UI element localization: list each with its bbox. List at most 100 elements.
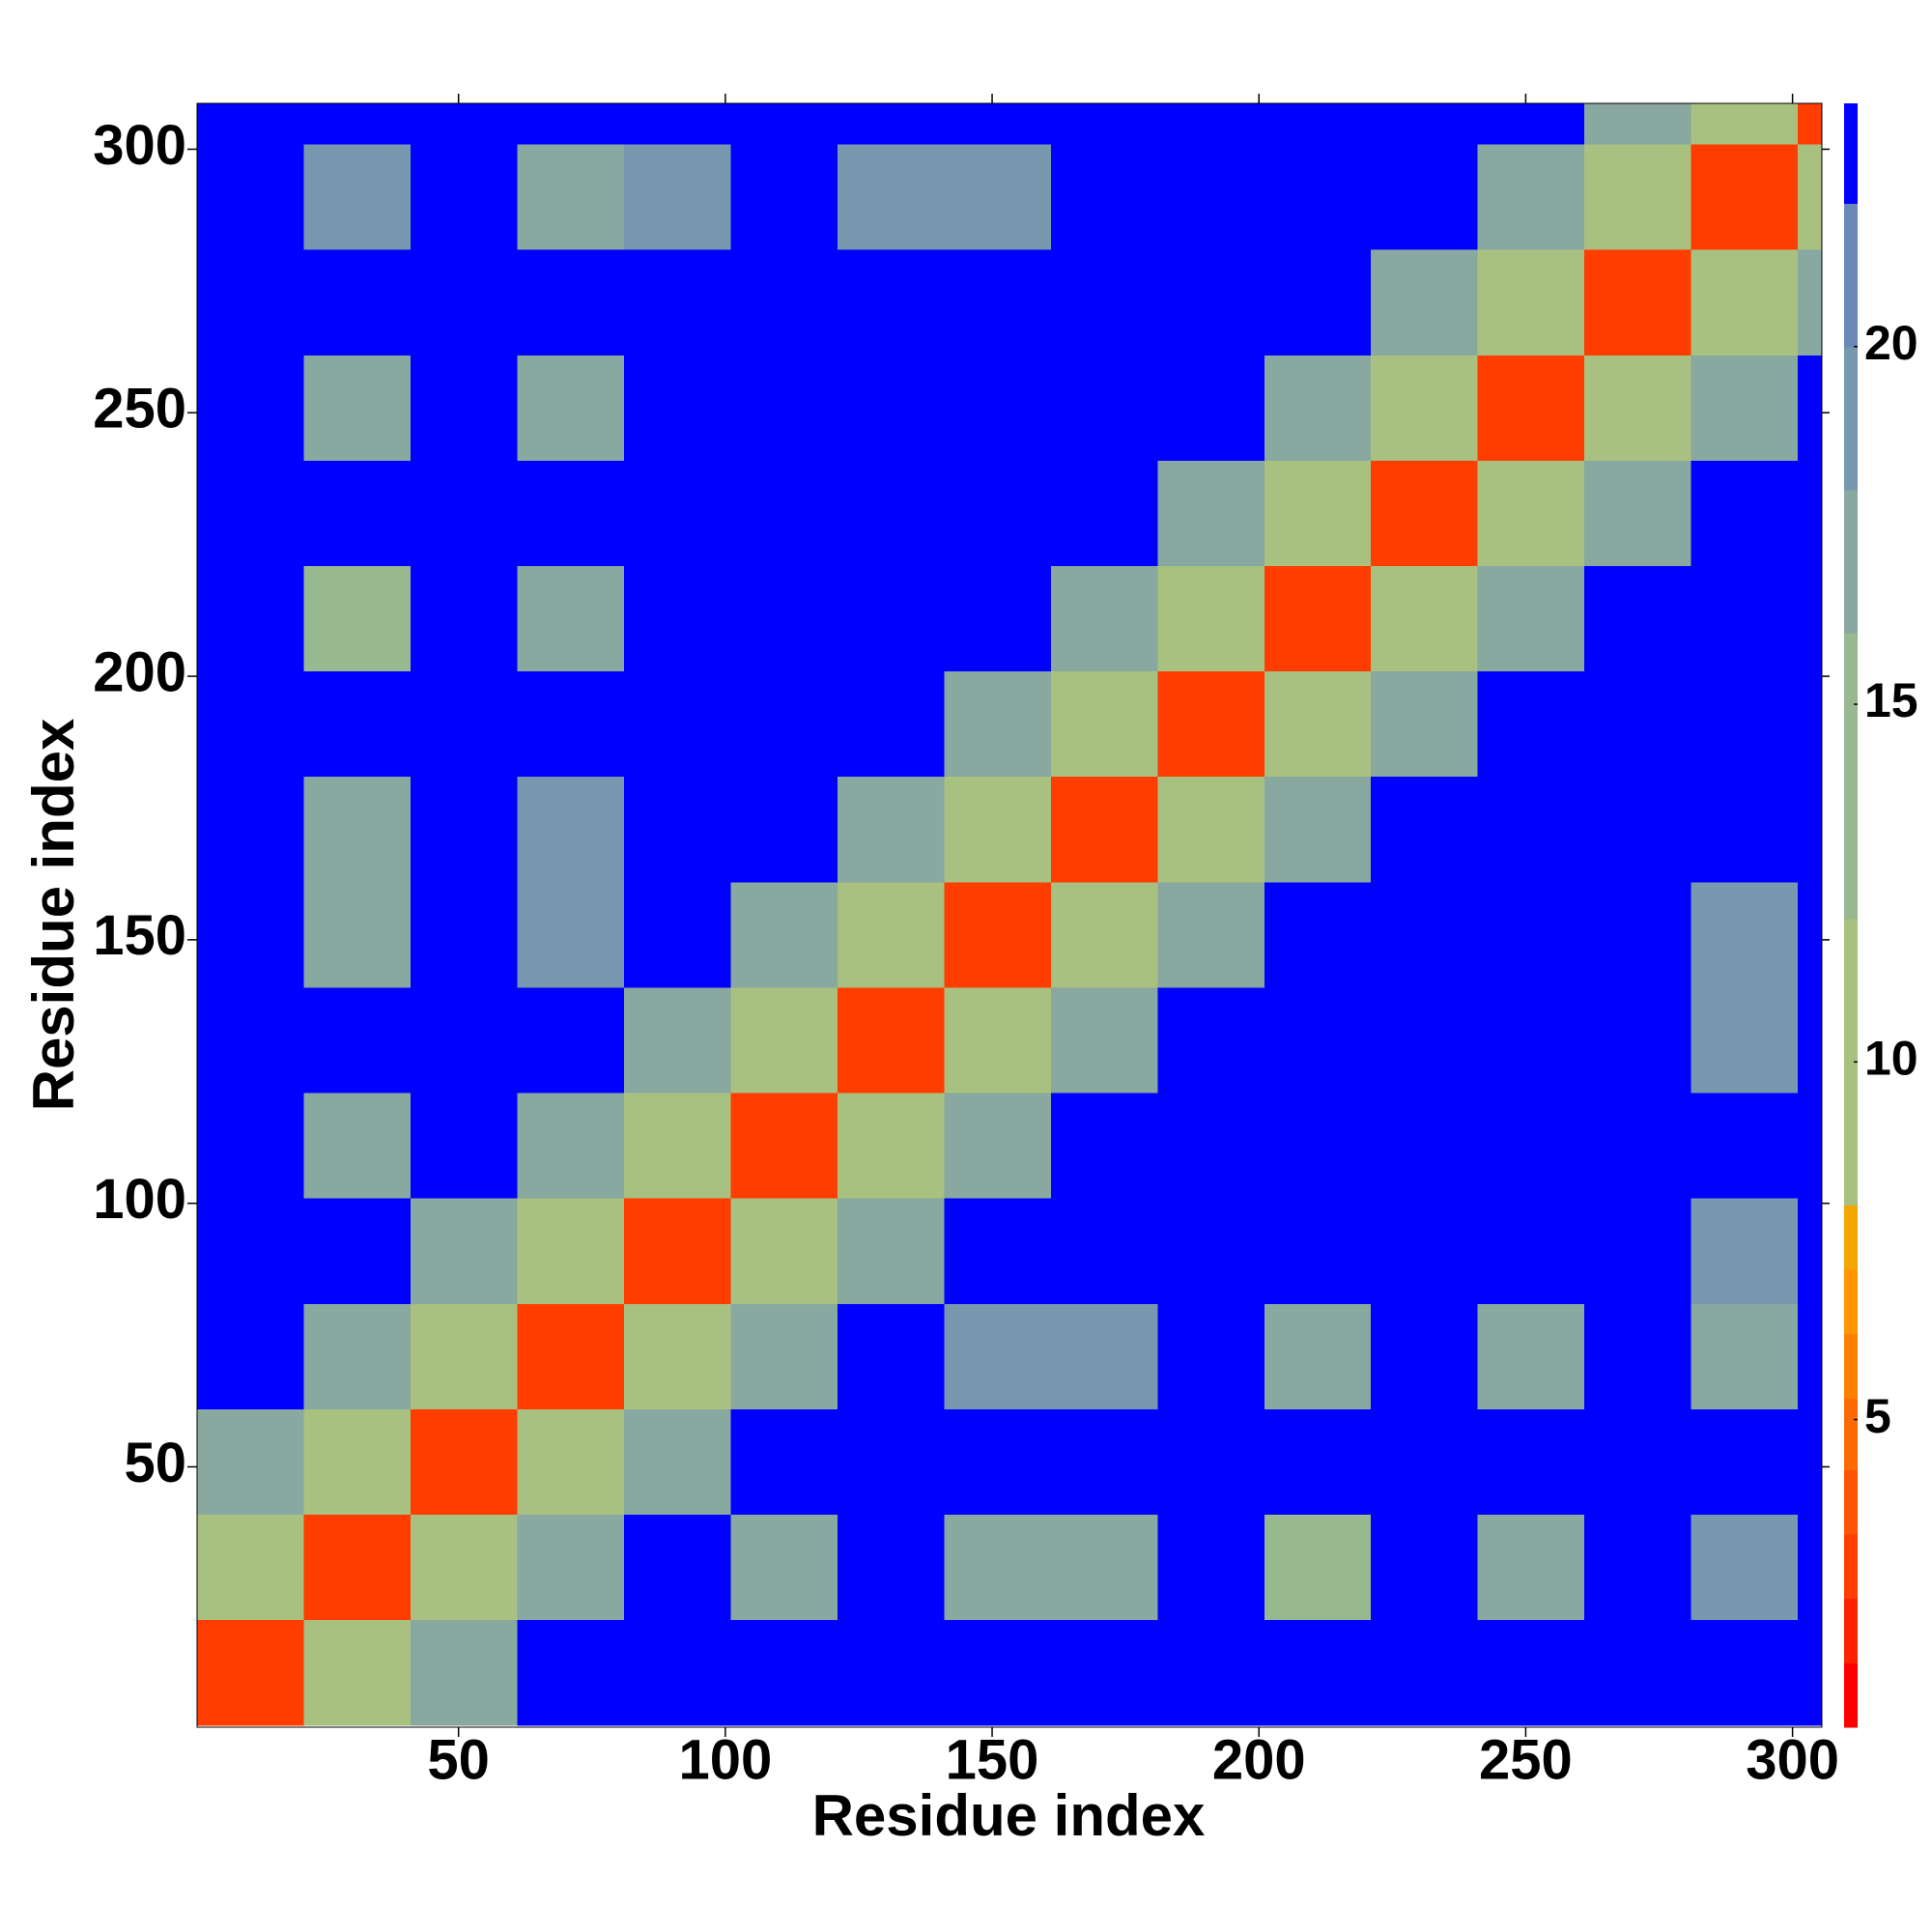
heatmap-cell — [303, 144, 412, 250]
colorbar-band — [1844, 632, 1858, 920]
heatmap-cell — [303, 460, 412, 566]
heatmap-cell — [1264, 1303, 1372, 1409]
heatmap-cell — [1798, 249, 1822, 355]
heatmap-cell — [1157, 986, 1265, 1094]
x-tick-label: 200 — [1212, 1728, 1306, 1791]
heatmap-cell — [623, 670, 731, 778]
heatmap-cell — [1264, 249, 1372, 355]
heatmap-cell — [410, 881, 518, 988]
heatmap-cell — [1798, 881, 1822, 988]
heatmap-cell — [1690, 881, 1799, 988]
heatmap-cell — [1690, 460, 1799, 566]
heatmap-cell — [197, 670, 304, 778]
colorbar-band — [1844, 1662, 1858, 1728]
heatmap-cell — [410, 460, 518, 566]
heatmap-cell — [1157, 1093, 1265, 1199]
heatmap-cell — [1798, 144, 1822, 250]
heatmap-cell — [197, 460, 304, 566]
heatmap-cell — [410, 670, 518, 778]
heatmap-cell — [410, 355, 518, 461]
heatmap-cell — [1264, 776, 1372, 883]
heatmap-cell — [1050, 776, 1158, 883]
heatmap-cell — [1584, 460, 1692, 566]
heatmap-cell — [197, 249, 304, 355]
heatmap-cell — [837, 460, 945, 566]
heatmap-cell — [1157, 670, 1265, 778]
heatmap-cell — [1050, 1408, 1158, 1516]
heatmap-cell — [410, 1514, 518, 1621]
heatmap-cell — [1371, 1093, 1479, 1199]
heatmap-cell — [303, 1619, 412, 1726]
heatmap-cell — [197, 103, 304, 145]
heatmap-cell — [1690, 1619, 1799, 1726]
heatmap-cell — [944, 460, 1052, 566]
heatmap-cell — [1477, 1619, 1585, 1726]
heatmap-cell — [1157, 1198, 1265, 1304]
heatmap-cell — [1690, 249, 1799, 355]
heatmap-cell — [730, 355, 838, 461]
heatmap-cell — [410, 565, 518, 672]
heatmap-cell — [1690, 1514, 1799, 1621]
heatmap-cell — [1690, 144, 1799, 250]
x-tick-label: 100 — [678, 1728, 772, 1791]
heatmap-cell — [1371, 249, 1479, 355]
heatmap-cell — [623, 1514, 731, 1621]
heatmap-cell — [1050, 881, 1158, 988]
heatmap-cell — [1798, 355, 1822, 461]
heatmap-cell — [1264, 355, 1372, 461]
heatmap-cell — [837, 249, 945, 355]
heatmap-cell — [623, 1303, 731, 1409]
heatmap-cell — [1798, 460, 1822, 566]
heatmap-cell — [303, 249, 412, 355]
heatmap-cell — [1584, 1093, 1692, 1199]
y-axis-label: Residue index — [21, 719, 86, 1112]
heatmap-cell — [1371, 670, 1479, 778]
heatmap-cell — [1050, 1198, 1158, 1304]
heatmap-cell — [1798, 1198, 1822, 1304]
colorbar-tick-label: 20 — [1864, 316, 1918, 370]
colorbar-band — [1844, 103, 1858, 205]
heatmap-cell — [1157, 776, 1265, 883]
heatmap-cell — [197, 1303, 304, 1409]
heatmap-cell — [623, 1198, 731, 1304]
heatmap-cell — [837, 670, 945, 778]
colorbar-band — [1844, 1598, 1858, 1663]
heatmap-cell — [1584, 103, 1692, 145]
heatmap-cell — [730, 565, 838, 672]
heatmap-cell — [1050, 1619, 1158, 1726]
heatmap-cell — [1264, 670, 1372, 778]
heatmap-cell — [1264, 881, 1372, 988]
heatmap-cell — [623, 986, 731, 1094]
heatmap-cell — [623, 249, 731, 355]
colorbar-band — [1844, 489, 1858, 634]
heatmap-cell — [944, 986, 1052, 1094]
heatmap-cell — [1477, 1514, 1585, 1621]
heatmap-cell — [197, 1408, 304, 1516]
heatmap-cell — [1264, 460, 1372, 566]
heatmap-cell — [1050, 670, 1158, 778]
heatmap-cell — [1584, 881, 1692, 988]
heatmap-cell — [1690, 1408, 1799, 1516]
heatmap-cell — [517, 249, 625, 355]
heatmap-cell — [944, 565, 1052, 672]
heatmap-cell — [1584, 1303, 1692, 1409]
y-tick-label: 300 — [93, 114, 186, 177]
heatmap-cell — [1690, 1198, 1799, 1304]
heatmap-cell — [944, 1093, 1052, 1199]
colorbar-band — [1844, 346, 1858, 491]
heatmap-cell — [623, 355, 731, 461]
heatmap-cell — [1477, 670, 1585, 778]
heatmap-cell — [623, 1093, 731, 1199]
y-tick-label: 200 — [93, 640, 186, 703]
heatmap-cell — [1264, 144, 1372, 250]
heatmap-cell — [730, 460, 838, 566]
heatmap-cell — [517, 144, 625, 250]
heatmap-cell — [1477, 355, 1585, 461]
heatmap-cell — [1157, 144, 1265, 250]
heatmap-cell — [1371, 144, 1479, 250]
heatmap-cell — [1690, 670, 1799, 778]
heatmap-cell — [1584, 249, 1692, 355]
heatmap-cell — [197, 144, 304, 250]
heatmap-cell — [1264, 1408, 1372, 1516]
heatmap-cell — [517, 460, 625, 566]
